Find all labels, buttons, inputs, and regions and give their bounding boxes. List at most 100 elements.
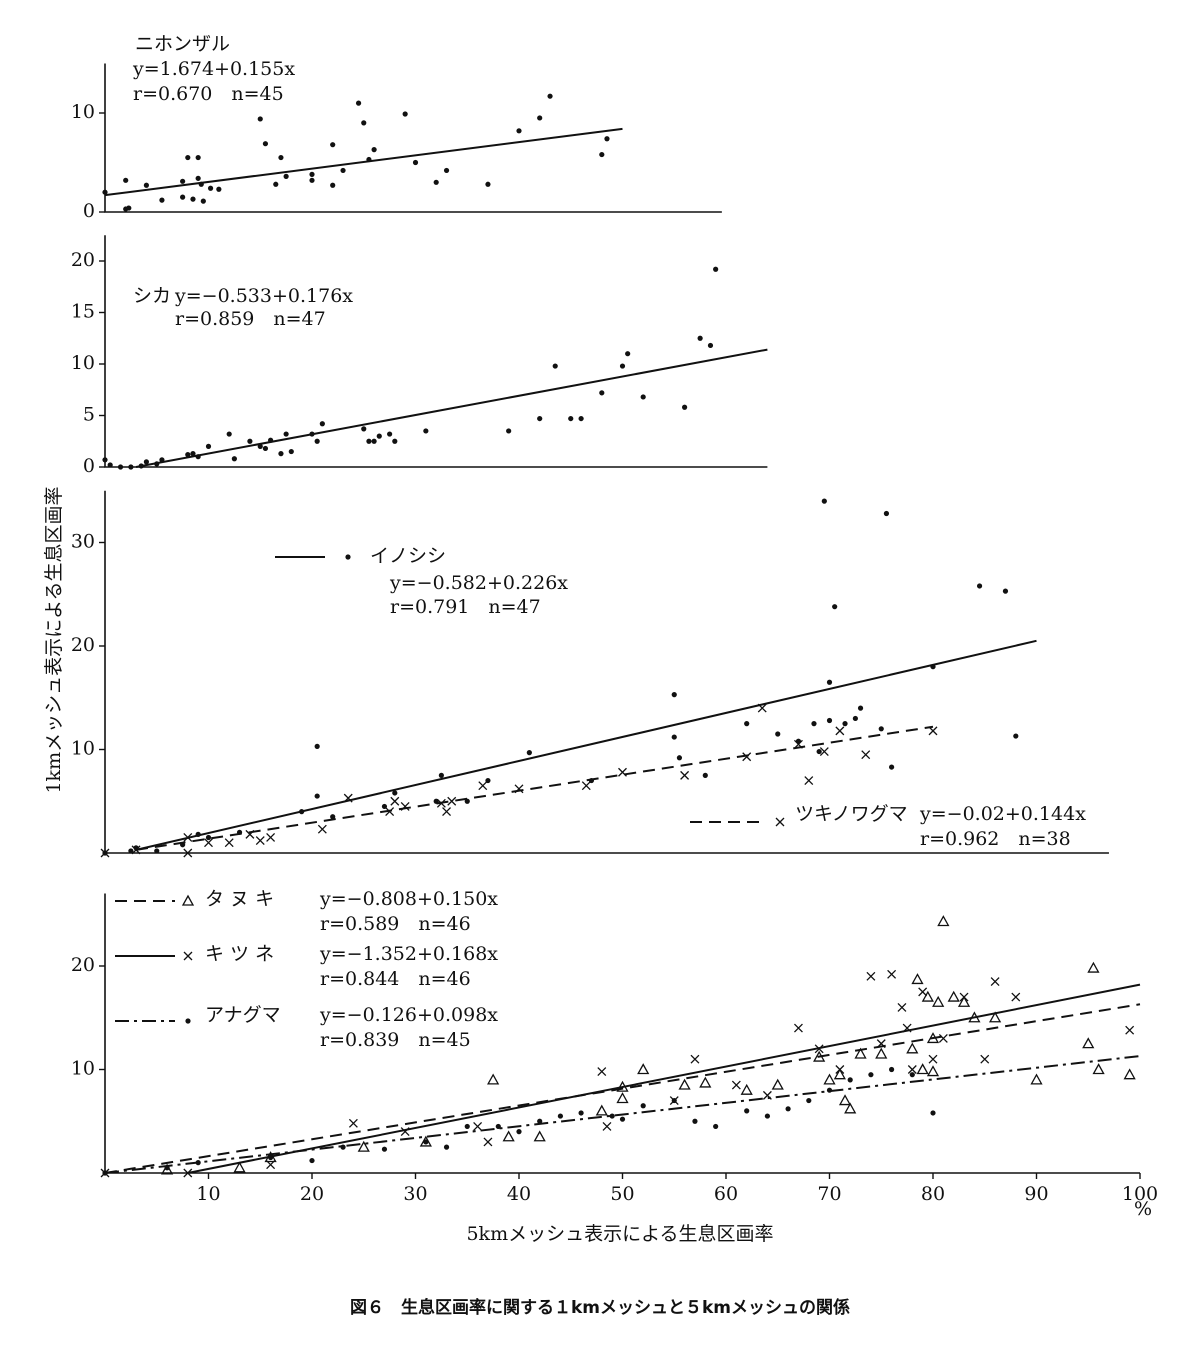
legend-marker	[183, 951, 193, 961]
point	[268, 437, 274, 443]
x-tick-label: 10	[196, 1183, 220, 1205]
point	[278, 451, 284, 457]
point	[330, 142, 336, 148]
point	[604, 136, 610, 142]
point	[514, 784, 524, 794]
point	[793, 1023, 803, 1033]
point	[126, 205, 132, 211]
stats: r=0.962 n=38	[920, 828, 1071, 850]
x-tick-label: 50	[610, 1183, 634, 1205]
point	[889, 1066, 895, 1073]
point	[835, 726, 845, 736]
point	[671, 692, 677, 698]
point	[273, 181, 279, 187]
equation: y=−1.352+0.168x	[319, 943, 498, 965]
point	[257, 443, 263, 449]
point	[348, 1118, 358, 1128]
point	[400, 801, 410, 811]
y-axis-label: 1kmメッシュ表示による生息区画率	[43, 486, 65, 793]
point	[713, 1123, 719, 1130]
point	[288, 448, 294, 455]
point	[371, 147, 377, 153]
y-tick-label: 20	[71, 634, 95, 656]
stats: r=0.859 n=47	[175, 308, 326, 330]
point	[1013, 733, 1019, 739]
point	[392, 438, 398, 444]
point	[678, 1078, 691, 1090]
point	[857, 705, 864, 711]
point	[793, 739, 803, 749]
point	[909, 1072, 915, 1078]
point	[595, 1104, 608, 1116]
point	[897, 1002, 907, 1012]
legend-marker	[775, 817, 785, 827]
point	[268, 1154, 274, 1161]
point	[875, 1047, 888, 1059]
series-name: シカ	[133, 285, 171, 307]
fit-line	[104, 1003, 1141, 1174]
point	[640, 394, 646, 400]
y-tick-label: 30	[71, 531, 95, 553]
point	[314, 743, 320, 749]
point	[204, 838, 213, 848]
series-name: ニホンザル	[135, 33, 230, 55]
point	[381, 1146, 388, 1152]
series-name: アナグマ	[205, 1004, 281, 1026]
point	[366, 438, 372, 444]
point	[821, 498, 827, 504]
point	[245, 829, 255, 839]
x-tick-label: 80	[921, 1183, 945, 1205]
x-tick-label: 30	[403, 1183, 427, 1205]
point	[902, 1023, 912, 1033]
point	[838, 1094, 852, 1106]
point	[195, 454, 201, 460]
equation: y=−0.808+0.150x	[319, 888, 498, 910]
point	[697, 335, 703, 341]
point	[343, 793, 353, 803]
equation: y=1.674+0.155x	[132, 58, 295, 80]
point	[819, 747, 829, 757]
point	[438, 772, 444, 778]
point	[216, 186, 222, 192]
stats: r=0.839 n=45	[320, 1029, 471, 1051]
point	[619, 1116, 626, 1122]
point	[878, 726, 884, 732]
point	[143, 459, 149, 465]
point	[844, 1102, 857, 1114]
fit-line	[187, 983, 1141, 1174]
point	[473, 1121, 483, 1131]
point	[599, 151, 605, 158]
point	[340, 167, 346, 174]
point	[483, 1137, 493, 1147]
point	[826, 679, 833, 685]
point	[928, 726, 938, 736]
point	[207, 185, 214, 191]
point	[447, 796, 457, 806]
point	[852, 715, 858, 722]
point	[390, 796, 400, 806]
point	[340, 1144, 346, 1150]
point	[442, 807, 452, 817]
point	[889, 764, 895, 770]
point	[183, 833, 193, 842]
point	[557, 1113, 564, 1119]
point	[1030, 1073, 1043, 1085]
point	[226, 431, 232, 437]
point	[619, 363, 626, 369]
point	[537, 415, 543, 422]
point	[266, 1160, 276, 1170]
point	[578, 1110, 584, 1116]
point	[190, 451, 196, 457]
point	[278, 154, 284, 161]
point	[366, 156, 372, 163]
point	[309, 171, 315, 177]
point	[495, 1123, 501, 1130]
y-tick-label: 10	[71, 352, 95, 374]
fit-line	[135, 639, 1037, 851]
legend-marker	[345, 554, 351, 560]
point	[976, 583, 983, 589]
point	[180, 194, 186, 200]
y-tick-label: 10	[71, 1058, 95, 1080]
point	[907, 1065, 917, 1074]
